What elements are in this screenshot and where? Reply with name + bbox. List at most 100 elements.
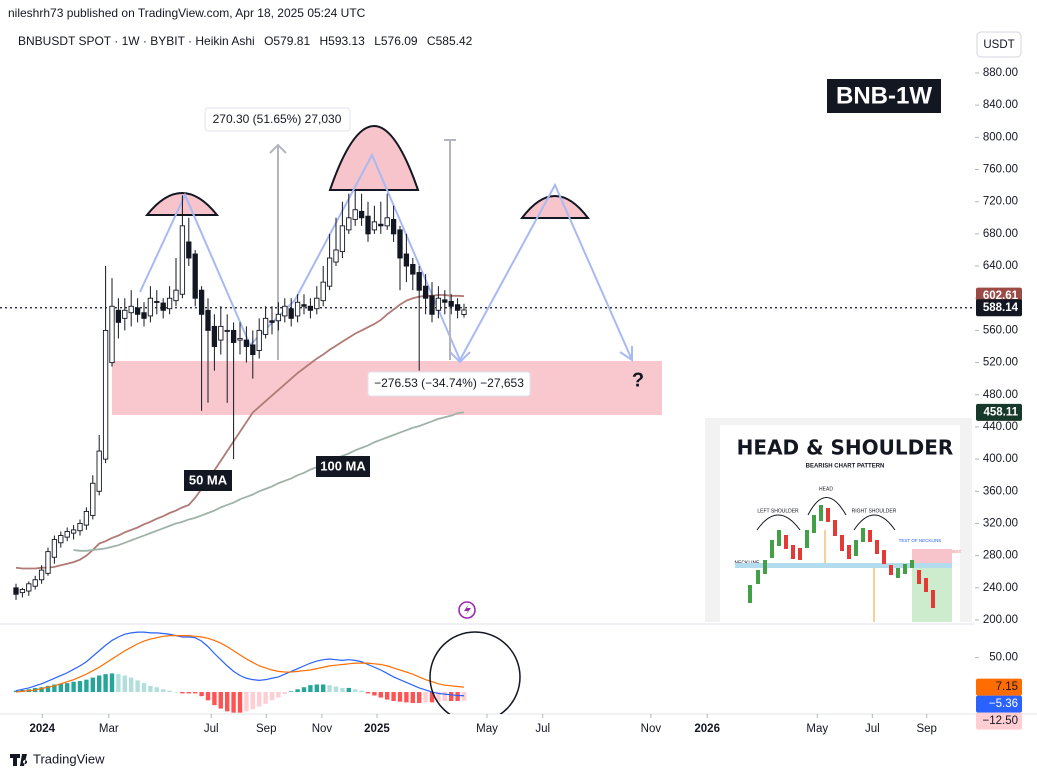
histogram-bar bbox=[282, 692, 287, 695]
histogram-bar bbox=[436, 692, 441, 702]
histogram-bar bbox=[65, 683, 70, 693]
candle-body bbox=[211, 325, 218, 347]
alert-bolt[interactable] bbox=[464, 604, 471, 616]
x-tick-label: 2024 bbox=[29, 723, 55, 735]
histogram-bar bbox=[90, 677, 95, 693]
histogram-bar bbox=[199, 692, 204, 697]
macd-badge bbox=[976, 695, 1022, 713]
candle-body bbox=[237, 338, 243, 341]
candle-body bbox=[346, 217, 352, 231]
histogram-bar bbox=[193, 692, 198, 694]
measure-arrow bbox=[269, 143, 287, 154]
brand: TradingView bbox=[33, 751, 105, 766]
histogram-bar bbox=[346, 687, 351, 693]
y-tick-label: 720.00 bbox=[983, 196, 1018, 208]
x-tick-label: Mar bbox=[99, 723, 119, 735]
candle-body bbox=[333, 249, 339, 263]
x-tick-label: Nov bbox=[641, 723, 662, 735]
ma50-label: 50 MA bbox=[189, 472, 228, 487]
measure-box bbox=[367, 371, 531, 397]
price-badge bbox=[976, 403, 1022, 421]
candle-body bbox=[326, 257, 333, 287]
histogram-bar bbox=[461, 692, 467, 701]
ohlc-label: H bbox=[319, 34, 328, 48]
y-tick-label: 400.00 bbox=[983, 453, 1018, 465]
candle-body bbox=[186, 241, 192, 259]
ohlc-value: 585.42 bbox=[436, 34, 473, 48]
histogram-bar bbox=[423, 692, 428, 703]
histogram-bar bbox=[135, 680, 140, 693]
macd-line bbox=[15, 635, 465, 693]
histogram-bar bbox=[180, 692, 185, 694]
candle-body bbox=[275, 313, 282, 322]
pattern-arrow bbox=[449, 351, 471, 364]
candle-body bbox=[96, 450, 102, 492]
y-tick-label: 50.00 bbox=[989, 652, 1018, 664]
candle-body bbox=[365, 215, 371, 235]
candle-body bbox=[26, 583, 32, 592]
ma100-label: 100 MA bbox=[320, 458, 366, 473]
y-tick-label: 480.00 bbox=[983, 389, 1018, 401]
candle-body bbox=[320, 281, 326, 302]
candle-body bbox=[109, 305, 115, 364]
histogram-bar bbox=[429, 692, 435, 703]
histogram-bar bbox=[404, 692, 409, 703]
histogram-bar bbox=[116, 674, 121, 693]
currency-box[interactable] bbox=[976, 31, 1022, 58]
candle-body bbox=[160, 302, 166, 311]
histogram-bar bbox=[84, 679, 89, 693]
histogram-bar bbox=[71, 681, 76, 693]
y-tick-label: 280.00 bbox=[983, 550, 1018, 562]
ohlc-value: 576.09 bbox=[381, 34, 418, 48]
candle-body bbox=[442, 299, 448, 303]
candle-body bbox=[218, 325, 224, 341]
candle-body bbox=[122, 309, 128, 319]
ohlc-value: 579.81 bbox=[273, 34, 310, 48]
price-pane bbox=[0, 189, 975, 600]
alert-icon[interactable] bbox=[458, 601, 476, 619]
x-tick-label: 2026 bbox=[694, 723, 720, 735]
x-tick-label: Nov bbox=[312, 723, 333, 735]
ma-label-box bbox=[184, 470, 232, 491]
symbol-line: BNBUSDT SPOT · 1W · BYBIT · Heikin Ashi … bbox=[18, 34, 473, 48]
currency[interactable]: USDT bbox=[983, 39, 1014, 51]
drawings bbox=[112, 125, 662, 415]
histogram-bar bbox=[353, 689, 358, 693]
candle-body bbox=[38, 569, 45, 581]
histogram-bar bbox=[378, 692, 383, 698]
y-tick-label: 440.00 bbox=[983, 421, 1018, 433]
inset: HEAD & SHOULDER BEARISH CHART PATTERN LE… bbox=[705, 418, 972, 622]
y-tick-label: 760.00 bbox=[983, 164, 1018, 176]
candle-body bbox=[166, 297, 173, 310]
x-tick-label: Jul bbox=[204, 723, 219, 735]
histogram-bar bbox=[167, 690, 172, 693]
histogram-bar bbox=[391, 692, 396, 701]
candle-body bbox=[294, 301, 301, 317]
candle-body bbox=[282, 305, 288, 317]
histogram-bar bbox=[52, 684, 57, 693]
symbol: BNBUSDT SPOT · 1W · BYBIT · Heikin Ashi bbox=[18, 34, 255, 48]
histogram-bar bbox=[397, 692, 403, 702]
inset-arc bbox=[807, 497, 847, 516]
candle-body bbox=[70, 529, 77, 534]
histogram-bar bbox=[295, 689, 300, 693]
candle-body bbox=[154, 301, 160, 303]
macd-pane bbox=[13, 631, 467, 713]
y-tick-label: 800.00 bbox=[983, 131, 1018, 143]
histogram-bar bbox=[321, 684, 326, 693]
y-tick-label: 880.00 bbox=[983, 67, 1018, 79]
histogram-bar bbox=[250, 692, 255, 710]
histogram-bar bbox=[244, 692, 249, 712]
brand-logo bbox=[10, 754, 28, 766]
price-badge-label: 602.61 bbox=[983, 290, 1019, 302]
title: BNB-1W bbox=[836, 82, 932, 109]
x-tick-label: Sep bbox=[256, 723, 276, 735]
moving-average bbox=[73, 411, 465, 552]
candle-body bbox=[192, 253, 198, 299]
price-badge-label: 588.14 bbox=[983, 302, 1019, 314]
inset-label: HEAD bbox=[819, 486, 833, 492]
histogram-bar bbox=[225, 692, 230, 712]
candle-body bbox=[403, 253, 410, 267]
histogram-bar bbox=[97, 675, 102, 693]
histogram-bar bbox=[276, 692, 281, 698]
